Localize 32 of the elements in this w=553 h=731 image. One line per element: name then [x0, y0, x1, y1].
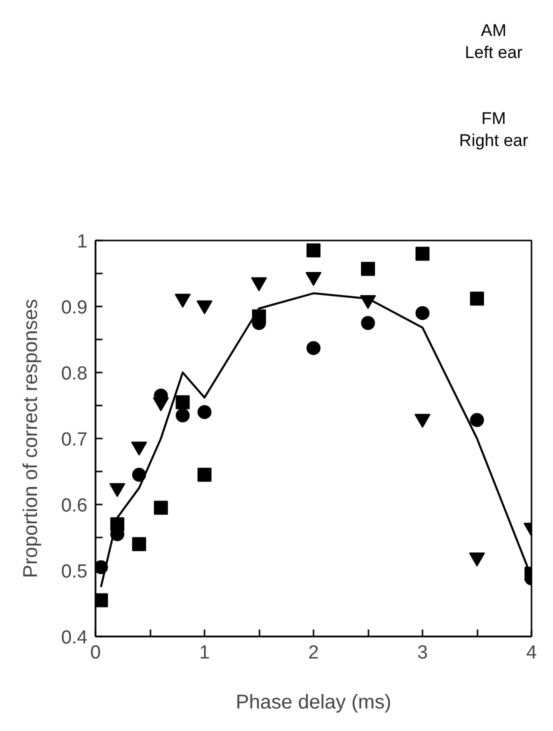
point: [361, 316, 375, 330]
point: [416, 306, 430, 320]
x-tick-label: 0: [90, 642, 101, 664]
text: Left ear: [464, 43, 523, 62]
x-tick-label: 4: [526, 642, 538, 664]
point: [306, 243, 320, 258]
y-tick-label: 0.4: [61, 628, 88, 648]
point: [198, 468, 212, 482]
text: AM: [480, 21, 506, 40]
point: [132, 537, 146, 552]
point: [361, 262, 375, 276]
text: Right ear: [459, 131, 528, 150]
y-tick-label: 0.7: [61, 430, 88, 450]
point: [416, 246, 430, 261]
x-axis-title: Phase delay (ms): [236, 692, 392, 714]
x-tick-label: 3: [417, 642, 428, 664]
x-tick-label: 1: [199, 642, 210, 664]
point: [176, 408, 190, 422]
y-tick-label: 0.6: [61, 496, 88, 516]
x-tick-label: 2: [308, 642, 319, 664]
text: FM: [481, 109, 506, 128]
point: [306, 341, 320, 356]
point: [176, 395, 190, 410]
point: [470, 413, 484, 428]
y-tick-label: 0.8: [61, 364, 88, 384]
y-tick-label: 1: [76, 232, 88, 252]
y-tick-label: 0.5: [61, 562, 88, 582]
point: [198, 405, 212, 420]
point: [154, 500, 168, 515]
point: [470, 292, 484, 306]
y-tick-label: 0.9: [61, 298, 88, 318]
y-axis-title: Proportion of correct responses: [20, 298, 42, 578]
